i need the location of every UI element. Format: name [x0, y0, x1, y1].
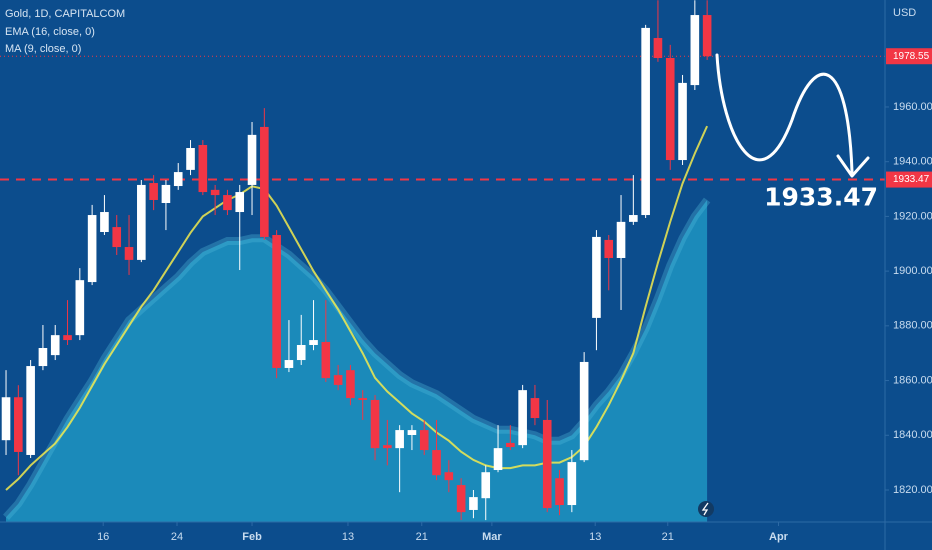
last-price-label: 1978.55	[893, 51, 930, 62]
x-tick-label: 21	[416, 531, 428, 543]
candle-body	[690, 15, 700, 86]
candle-body	[665, 58, 675, 161]
candle-body	[284, 360, 294, 368]
candle-body	[518, 390, 527, 446]
main-layer	[0, 0, 885, 521]
candle-body	[678, 82, 687, 161]
y-tick-label: 1940.00	[893, 156, 932, 168]
legend-entry: MA (9, close, 0)	[5, 43, 81, 55]
candle-body	[14, 397, 23, 452]
candle-body	[38, 348, 48, 367]
candle-body	[629, 215, 638, 222]
x-tick-label: 21	[662, 531, 674, 543]
candle-body	[481, 472, 491, 499]
candle-body	[506, 442, 515, 448]
candle-body	[419, 430, 429, 451]
candle-body	[124, 247, 134, 260]
candle-body	[358, 398, 368, 400]
candle-body	[26, 366, 35, 455]
y-tick-label: 1860.00	[893, 374, 932, 386]
candle-body	[198, 145, 208, 193]
candle-body	[592, 236, 601, 318]
candle-body	[653, 38, 663, 58]
candle-body	[247, 134, 257, 185]
ma-area	[6, 200, 708, 522]
candle-body	[87, 215, 97, 283]
candle-body	[149, 183, 158, 200]
candle-body	[579, 361, 589, 461]
y-tick-label: 1900.00	[893, 265, 932, 277]
candle-body	[223, 195, 232, 211]
candle-body	[346, 370, 355, 399]
candle-body	[567, 462, 577, 506]
candle-body	[555, 478, 564, 506]
candle-body	[702, 15, 712, 57]
alert-icon-bolt	[701, 502, 709, 516]
candle-body	[370, 399, 380, 449]
candle-body	[296, 344, 306, 361]
legend-entry: EMA (16, close, 0)	[5, 26, 95, 38]
candle-body	[63, 335, 72, 341]
candle-body	[186, 148, 195, 170]
candle-body	[309, 340, 318, 345]
chart-title: Gold, 1D, CAPITALCOM	[5, 8, 125, 20]
candle-body	[235, 192, 245, 213]
alert-icon[interactable]	[698, 501, 714, 517]
candle-body	[444, 472, 454, 481]
area-layer	[3, 197, 711, 522]
candle-body	[112, 227, 122, 248]
candle-body	[456, 485, 466, 513]
y-tick-label: 1960.00	[893, 101, 932, 113]
target-tag-label: 1933.47	[893, 174, 930, 185]
y-tick-label: 1840.00	[893, 429, 932, 441]
currency-label: USD	[893, 7, 916, 19]
candle-body	[210, 189, 220, 196]
ma-area-edge	[3, 197, 711, 520]
candle-body	[260, 126, 269, 237]
last-price-tag	[886, 48, 932, 65]
candle-body	[75, 280, 85, 336]
candle-body	[383, 445, 392, 449]
x-tick-label: Feb	[242, 531, 262, 543]
candle-body	[604, 239, 614, 258]
y-tick-label: 1820.00	[893, 484, 932, 496]
candle-body	[321, 341, 331, 379]
candle-body	[641, 27, 650, 216]
candle-body	[1, 397, 11, 441]
x-tick-label: Apr	[769, 531, 789, 543]
candle-body	[493, 448, 503, 471]
candle-body	[469, 497, 478, 510]
x-tick-label: 13	[589, 531, 601, 543]
candle-body	[100, 212, 109, 232]
candle-body	[272, 235, 281, 368]
target-annotation: 1933.47	[764, 183, 878, 212]
ema-line	[5, 125, 709, 491]
candle-body	[50, 335, 60, 356]
y-tick-label: 1920.00	[893, 210, 932, 222]
drawn-arrow	[715, 53, 854, 174]
candle-body	[407, 430, 417, 435]
arrow-head	[836, 154, 870, 178]
candle-body	[616, 221, 626, 258]
x-tick-label: 13	[342, 531, 354, 543]
candle-body	[137, 184, 146, 260]
candle-body	[542, 419, 552, 509]
candle-body	[530, 398, 540, 419]
candle-body	[395, 430, 404, 449]
y-tick-label: 1880.00	[893, 320, 932, 332]
x-tick-label: 24	[171, 531, 183, 543]
candle-body	[432, 450, 441, 476]
candle-body	[333, 375, 343, 385]
x-tick-label: Mar	[482, 531, 502, 543]
x-tick-label: 16	[97, 531, 109, 543]
target-tag	[886, 171, 932, 188]
candle-body	[161, 184, 171, 203]
candle-body	[173, 172, 183, 187]
